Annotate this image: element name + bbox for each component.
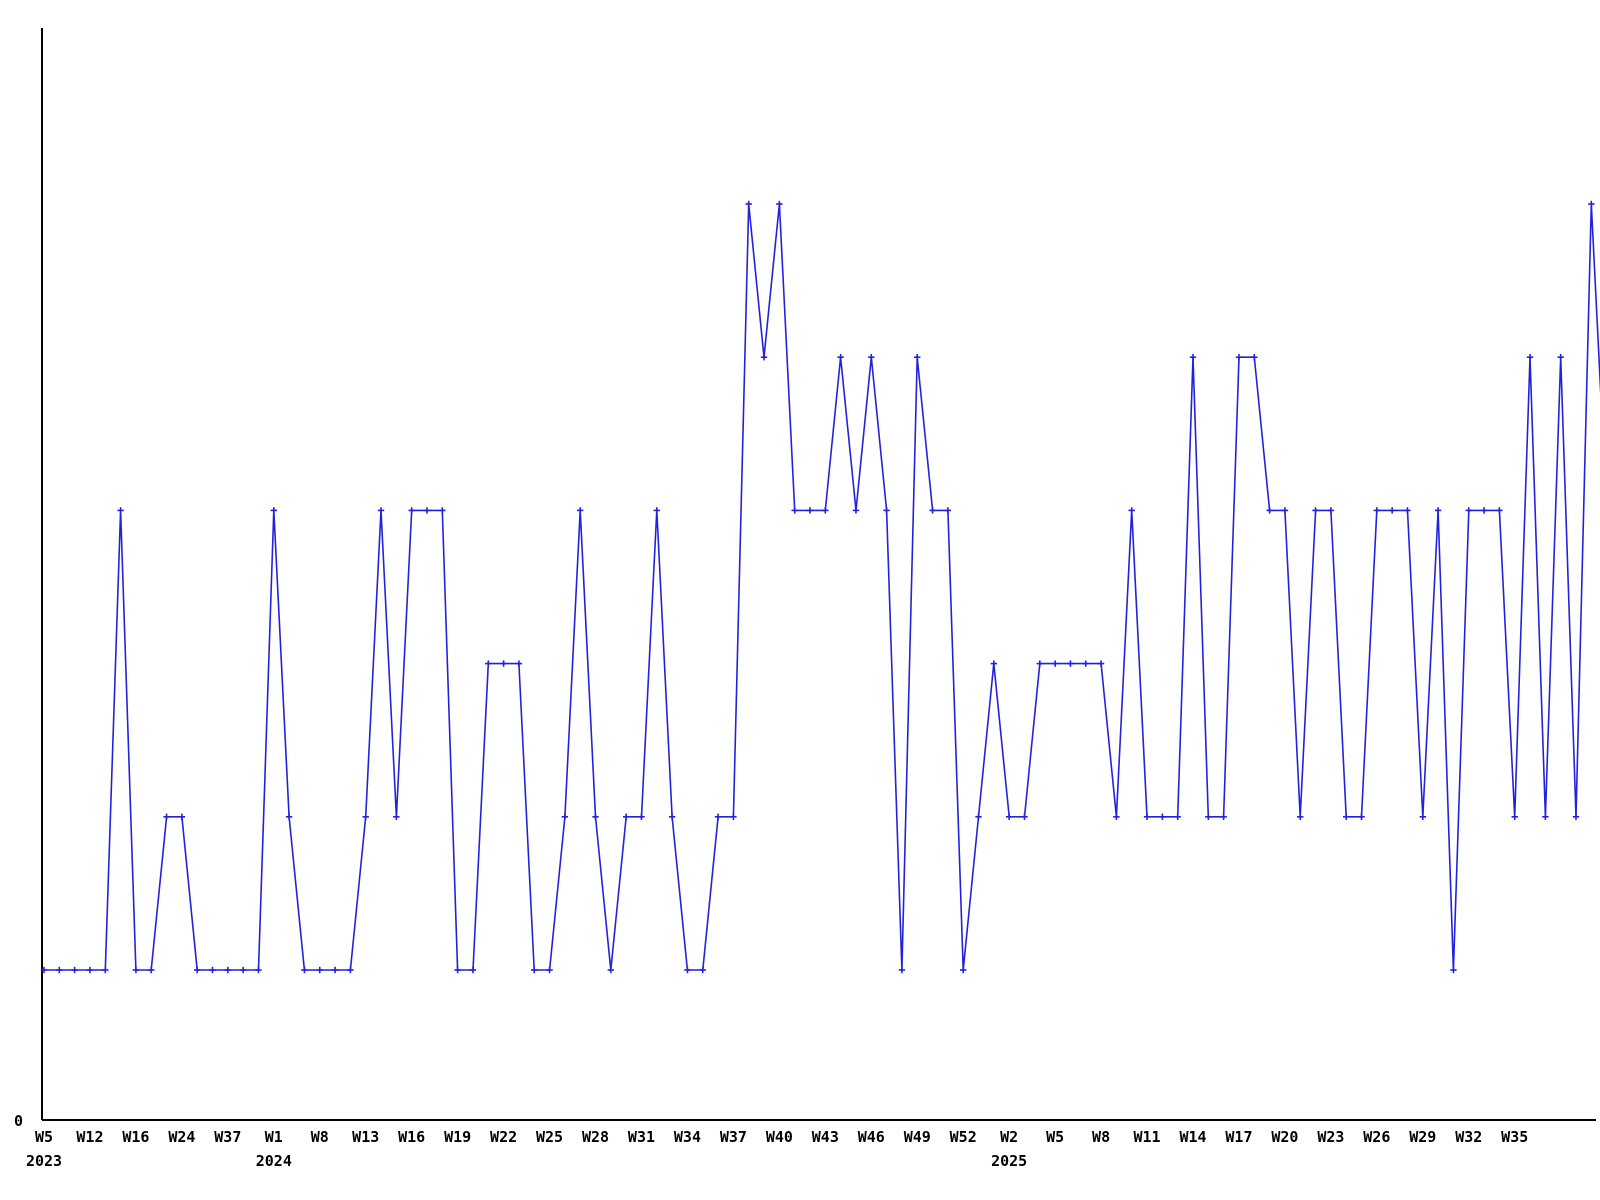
x-tick-week-label: W37 bbox=[214, 1128, 242, 1146]
x-tick-week-label: W40 bbox=[765, 1128, 793, 1146]
x-tick-week-label: W8 bbox=[1092, 1128, 1111, 1146]
x-tick-year-label: 2024 bbox=[255, 1152, 292, 1170]
x-tick-week-label: W25 bbox=[536, 1128, 564, 1146]
x-tick-week-label: W28 bbox=[581, 1128, 610, 1146]
x-tick-week-label: W12 bbox=[76, 1128, 104, 1146]
x-tick-week-label: W14 bbox=[1179, 1128, 1207, 1146]
x-tick-week-label: W43 bbox=[811, 1128, 839, 1146]
x-tick-week-label: W11 bbox=[1133, 1128, 1161, 1146]
x-tick-week-label: W8 bbox=[310, 1128, 329, 1146]
series-line bbox=[44, 203, 1600, 971]
x-tick-week-label: W2 bbox=[1000, 1128, 1019, 1146]
x-tick-week-label: W35 bbox=[1501, 1128, 1529, 1146]
x-tick-week-label: W46 bbox=[857, 1128, 885, 1146]
x-tick-week-label: W24 bbox=[168, 1128, 196, 1146]
x-tick-week-label: W32 bbox=[1455, 1128, 1483, 1146]
y-axis-zero-label: 0 bbox=[14, 1112, 24, 1130]
series-markers bbox=[40, 200, 1595, 974]
x-tick-week-label: W31 bbox=[627, 1128, 656, 1146]
x-tick-week-label: W52 bbox=[949, 1128, 977, 1146]
x-tick-week-label: W19 bbox=[444, 1128, 472, 1146]
x-tick-year-label: 2025 bbox=[991, 1152, 1028, 1170]
x-tick-week-label: W20 bbox=[1271, 1128, 1299, 1146]
x-tick-week-label: W34 bbox=[673, 1128, 701, 1146]
x-tick-week-label: W22 bbox=[490, 1128, 518, 1146]
x-tick-week-label: W23 bbox=[1317, 1128, 1345, 1146]
x-tick-year-label: 2023 bbox=[25, 1152, 63, 1170]
x-tick-week-label: W29 bbox=[1409, 1128, 1437, 1146]
x-tick-week-label: W37 bbox=[719, 1128, 747, 1146]
x-tick-week-label: W17 bbox=[1225, 1128, 1253, 1146]
x-tick-week-label: W16 bbox=[398, 1128, 426, 1146]
x-tick-week-label: W13 bbox=[352, 1128, 380, 1146]
x-tick-week-label: W16 bbox=[122, 1128, 150, 1146]
series-group bbox=[40, 200, 1600, 974]
axes bbox=[41, 28, 1596, 1121]
x-tick-week-label: W5 bbox=[1046, 1128, 1065, 1146]
x-tick-week-label: W26 bbox=[1363, 1128, 1391, 1146]
x-tick-week-label: W5 bbox=[34, 1128, 54, 1146]
x-tick-week-label: W49 bbox=[903, 1128, 931, 1146]
x-tick-week-label: W1 bbox=[264, 1128, 283, 1146]
